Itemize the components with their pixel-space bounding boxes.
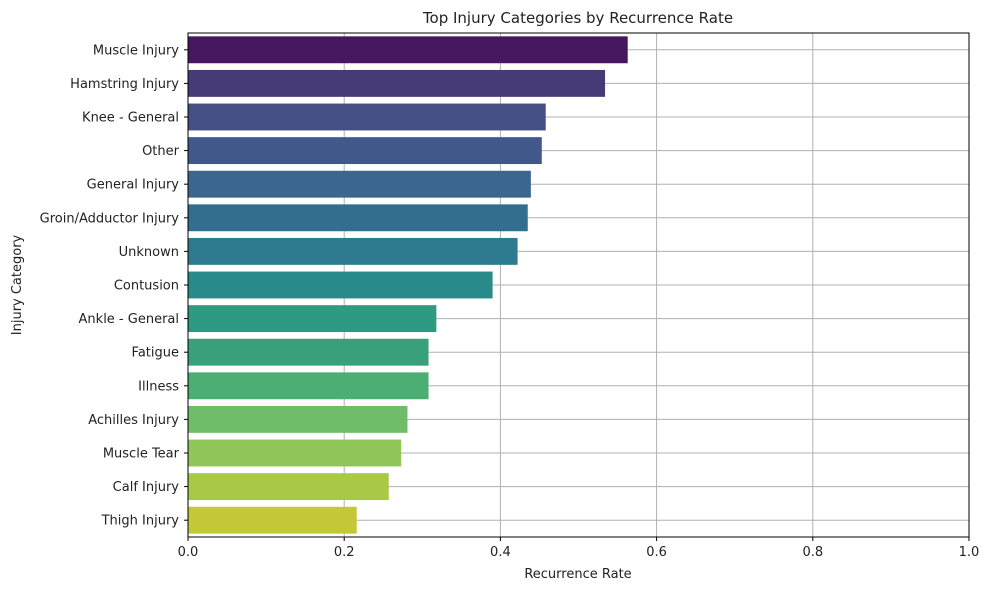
bar: [188, 439, 402, 467]
y-tick-label: Unknown: [119, 245, 179, 260]
y-tick-label: Knee - General: [82, 111, 179, 126]
bar: [188, 69, 606, 97]
x-tick-label: 0.8: [802, 545, 823, 560]
bar: [188, 372, 429, 400]
y-tick-label: General Injury: [87, 178, 180, 193]
bar: [188, 237, 518, 265]
y-tick-labels: Muscle Injury Hamstring Injury Knee - Gene…: [40, 43, 180, 528]
y-tick-label: Muscle Injury: [93, 43, 179, 58]
bar: [188, 103, 546, 131]
y-tick-label: Achilles Injury: [88, 413, 179, 428]
x-tick-labels: 0.0 0.2 0.4 0.6 0.8 1.0: [178, 545, 980, 560]
chart-title: Top Injury Categories by Recurrence Rate: [422, 9, 733, 27]
bar: [188, 405, 408, 433]
y-axis-label: Injury Category: [10, 234, 25, 335]
y-tick-label: Muscle Tear: [103, 447, 180, 462]
bar: [188, 473, 389, 501]
y-tick-label: Fatigue: [132, 346, 179, 361]
x-tick-label: 1.0: [959, 545, 980, 560]
bar: [188, 506, 357, 534]
x-axis-label: Recurrence Rate: [524, 567, 631, 582]
bars: [188, 36, 628, 534]
y-tick-label: Groin/Adductor Injury: [40, 211, 180, 226]
y-tick-label: Illness: [138, 379, 179, 394]
bar: [188, 305, 437, 333]
y-tick-label: Contusion: [114, 279, 179, 294]
y-tick-label: Thigh Injury: [101, 514, 180, 529]
bar: [188, 338, 429, 366]
bar: [188, 204, 528, 232]
bar: [188, 36, 628, 64]
y-tick-label: Other: [142, 144, 180, 159]
y-tick-label: Calf Injury: [113, 480, 180, 495]
x-tick-label: 0.6: [646, 545, 667, 560]
axes: [184, 32, 970, 541]
x-tick-label: 0.2: [334, 545, 355, 560]
x-tick-label: 0.4: [490, 545, 511, 560]
x-tick-label: 0.0: [178, 545, 199, 560]
y-tick-label: Hamstring Injury: [70, 77, 179, 92]
y-tick-label: Ankle - General: [79, 312, 179, 327]
bar: [188, 271, 493, 299]
bar: [188, 170, 531, 198]
bar: [188, 137, 542, 165]
